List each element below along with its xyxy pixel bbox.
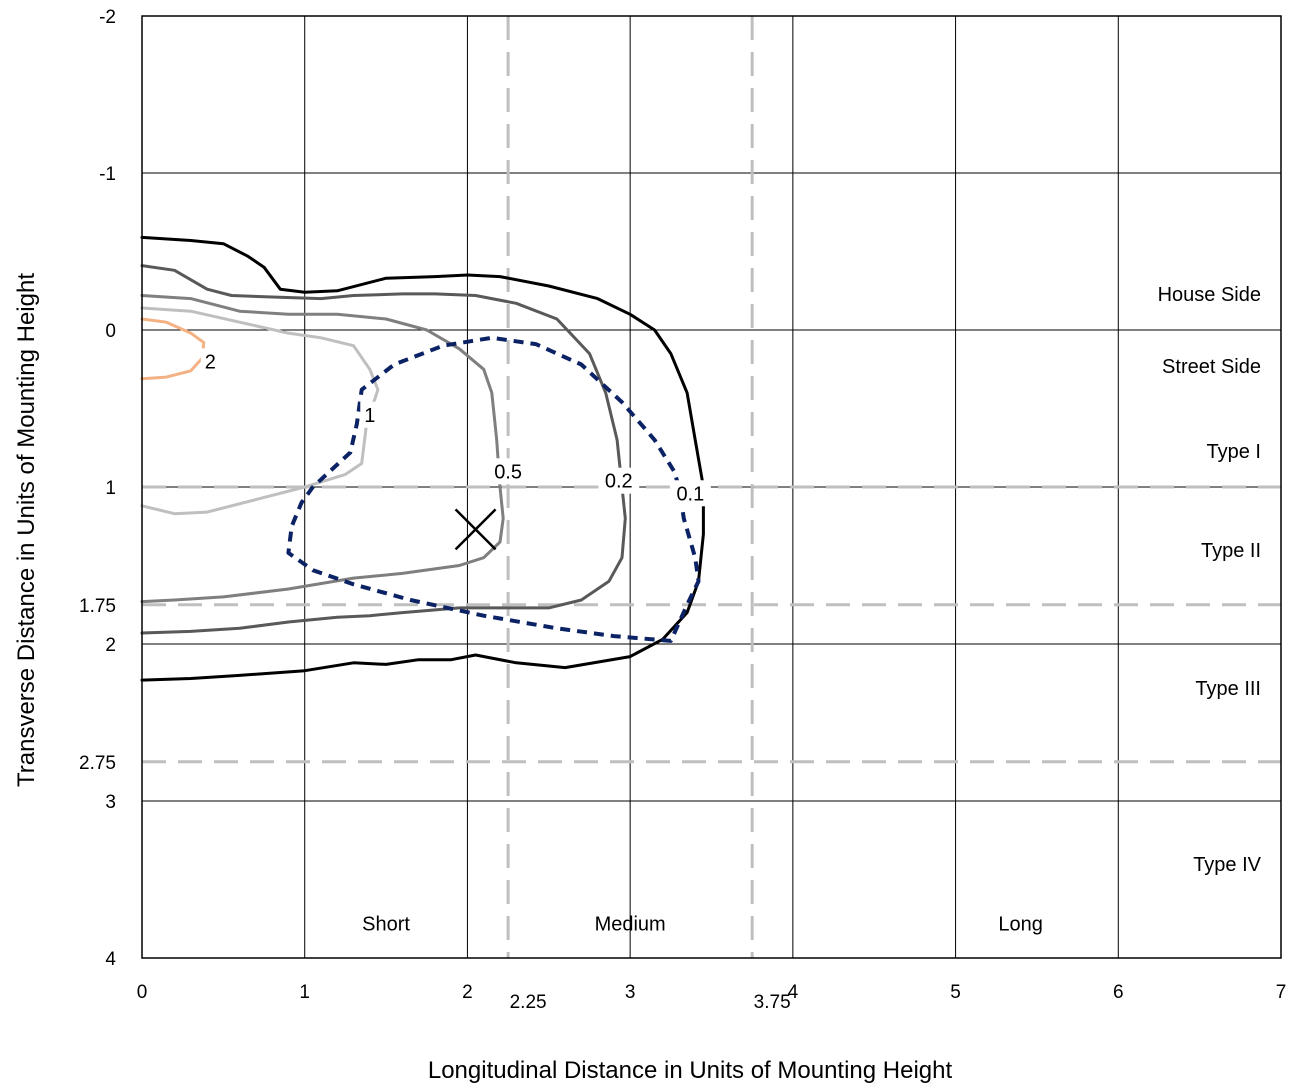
y-axis-title: Transverse Distance in Units of Mounting…	[13, 273, 40, 787]
y-tick-label: 1.75	[79, 596, 116, 617]
x-tick-label: 5	[950, 982, 961, 1003]
marker-stroke	[454, 508, 497, 551]
x-tick-label: 1	[299, 982, 310, 1003]
x-tick-label: 3	[625, 982, 636, 1003]
zone-label: Type III	[1195, 678, 1261, 700]
contour-label: 1	[364, 405, 375, 427]
x-tick-label: 2	[462, 982, 473, 1003]
contour-label-bg	[669, 480, 711, 507]
contour-1	[140, 306, 380, 516]
contour-label-bg	[200, 348, 220, 375]
x-tick-label: 2.25	[510, 992, 547, 1013]
zone-label: Short	[362, 913, 410, 935]
zone-label: Type I	[1207, 441, 1261, 463]
x-tick-label: 6	[1113, 982, 1124, 1003]
contour-2	[140, 317, 206, 381]
zone-label: House Side	[1158, 284, 1261, 306]
contour-label: 0.5	[494, 461, 522, 483]
contour-label: 0.1	[676, 483, 704, 505]
x-tick-label: 7	[1276, 982, 1287, 1003]
contour-0-5	[140, 294, 505, 604]
x-tick-label: 3.75	[754, 992, 791, 1013]
contour-0-2	[140, 264, 627, 635]
plot-frame	[141, 15, 1282, 959]
contour-label-bg	[487, 458, 529, 485]
zone-label: Type IV	[1193, 854, 1261, 876]
y-tick-label: 0	[105, 321, 116, 342]
y-tick-label: -2	[99, 7, 116, 28]
contour-label-bg	[598, 467, 640, 494]
y-tick-label: 1	[105, 478, 116, 499]
x-tick-label: 4	[788, 982, 799, 1003]
x-tick-labels: 0 1 2 3 4 5 6 7 2.25 3.75	[137, 982, 1287, 1013]
contour-label: 2	[205, 351, 216, 373]
y-tick-label: -1	[99, 164, 116, 185]
contour-label: 0.2	[605, 471, 633, 493]
y-tick-labels: -2 -1 0 1 2 3 4 1.75 2.75	[79, 7, 116, 970]
contour-labels: 0.1 0.2 0.5 1 2	[200, 348, 711, 507]
zone-label: Street Side	[1162, 356, 1261, 378]
zone-label: Type II	[1201, 540, 1261, 562]
x-axis-title: Longitudinal Distance in Units of Mounti…	[428, 1057, 953, 1084]
contour-curves	[140, 235, 705, 682]
contour-0-1	[140, 235, 705, 682]
zone-label: Long	[998, 913, 1043, 935]
y-tick-label: 3	[105, 792, 116, 813]
max-candela-marker	[454, 508, 497, 551]
y-tick-label: 2.75	[79, 753, 116, 774]
y-tick-label: 4	[105, 949, 116, 970]
x-tick-label: 0	[137, 982, 148, 1003]
zone-label: Medium	[595, 913, 666, 935]
contour-label-bg	[360, 401, 380, 428]
y-tick-label: 2	[105, 635, 116, 656]
reference-lines	[142, 16, 1281, 958]
zone-labels: House Side Street Side Type I Type II Type I…	[362, 284, 1261, 936]
